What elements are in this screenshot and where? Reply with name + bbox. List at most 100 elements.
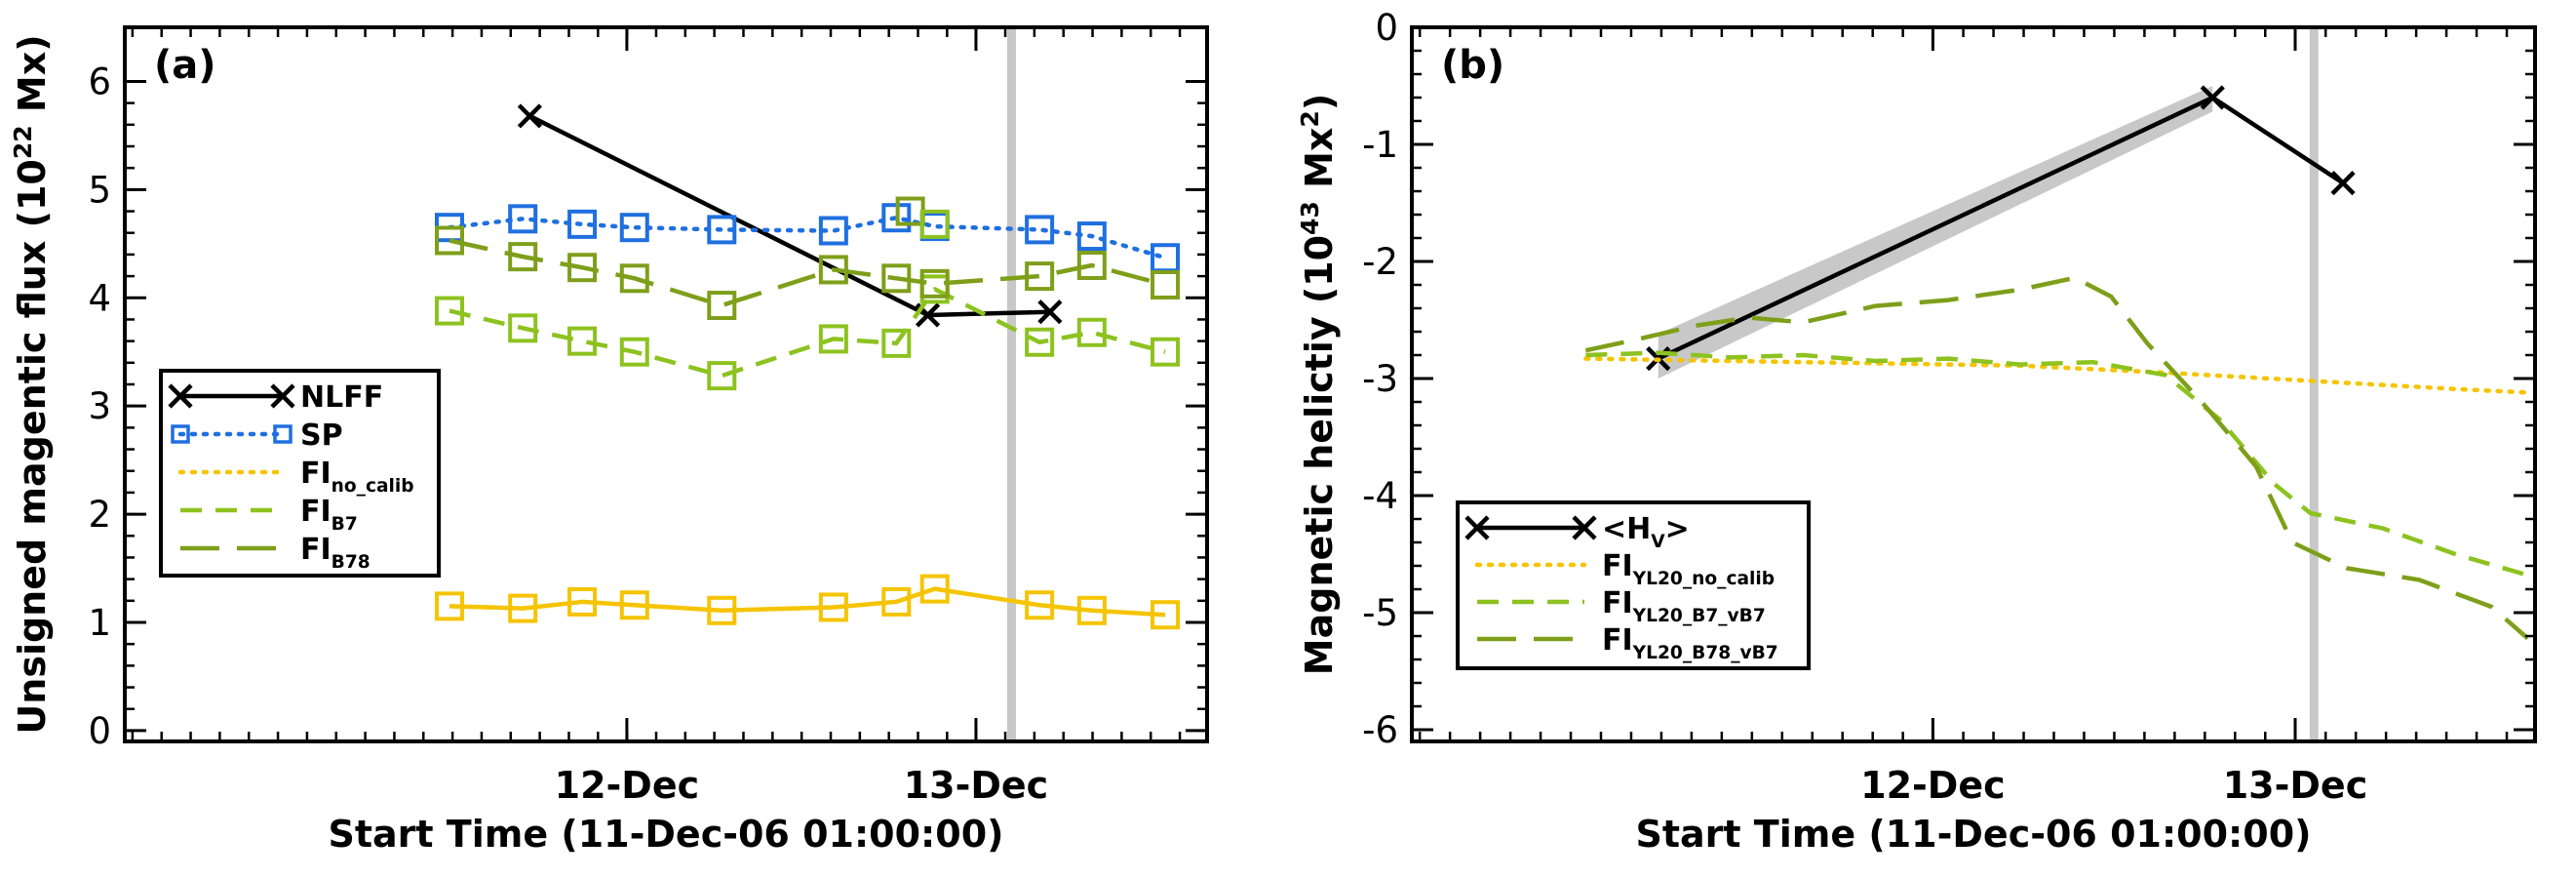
data-point [619,213,649,243]
data-point [619,337,649,367]
data-point [707,291,737,321]
series-fi-yl20-no-calib [1583,356,2530,395]
data-point [619,590,649,620]
data-point [919,574,950,604]
series-line [449,287,1166,379]
legend-label: FIB78 [300,533,371,573]
series-nlff [517,103,1063,328]
data-point [567,586,598,617]
data-point [435,296,464,326]
series-fi-yl20-b78-vb7 [1584,275,2530,641]
y-tick-label: 1 [88,602,111,644]
data-point [435,591,464,621]
data-point [517,103,542,129]
data-point [919,209,950,239]
panel-a: 0 1 2 3 4 5 6 12-Dec 13-Dec Start Time (11-Dec-06… [9,25,1209,856]
legend-entry: FIYL20_B78_vB7 [1477,623,1778,663]
data-point [818,216,848,246]
legend-entry: FIB78 [180,533,371,573]
legend-entry: FIYL20_B7_vB7 [1477,586,1766,626]
series-line [447,215,1168,260]
data-point [2330,171,2356,196]
y-tick-label: -2 [1362,241,1398,283]
data-point [1025,261,1055,292]
data-point [707,361,737,391]
legend-marker [270,383,295,409]
legend-label: SP [300,419,343,453]
series-line [449,586,1166,618]
legend-marker [171,424,190,444]
data-point [1151,337,1181,367]
data-point [881,263,912,294]
series-fi-b7 [435,274,1181,391]
y-tick-label: -1 [1362,124,1398,166]
data-point [508,204,538,234]
series-fi-no-calib [435,574,1181,630]
legend-marker [1464,515,1490,540]
series-line [1585,350,2529,578]
y-tick-label: -6 [1362,709,1398,751]
data-point [881,328,912,358]
uncertainty-band [1658,86,2213,379]
data-point [707,595,737,625]
legend: <HV>FIYL20_no_calibFIYL20_B7_vB7FIYL20_B… [1456,500,1811,670]
data-point [1151,600,1181,630]
legend-entry: SP [171,419,343,453]
data-point [567,209,598,239]
y-tick-label: 0 [88,710,111,752]
y-tick-label: -4 [1362,475,1398,517]
data-point [1025,327,1055,357]
y-tick-label: 3 [88,385,111,427]
y-axis-label: Magnetic helictiy (1043 Mx2) [1296,94,1341,675]
series-fi-yl20-b7-vb7 [1585,350,2529,578]
data-point [1076,221,1107,252]
data-point [508,242,538,272]
y-tick-label: 5 [88,169,111,211]
series-line [1583,356,2530,395]
data-point [818,592,848,622]
data-point [619,263,649,294]
legend-marker [1572,515,1597,540]
legend-entry: <HV> [1464,512,1690,552]
series-fi-b78 [435,225,1181,321]
legend-marker [168,383,193,409]
data-point [818,255,848,285]
y-tick-label: -5 [1362,592,1398,634]
data-point [508,593,538,623]
legend-label: FIYL20_B7_vB7 [1602,586,1766,626]
legend-entry: FIB7 [180,495,358,535]
legend-label: FIB7 [300,495,358,535]
y-tick-label: 6 [88,60,111,102]
data-point [1037,299,1063,325]
legend-label: <HV> [1602,512,1690,552]
series-sp [435,203,1181,273]
legend-label: FIYL20_no_calib [1602,549,1775,589]
legend-label: FIno_calib [300,457,414,497]
y-tick-label: 4 [88,277,111,319]
x-axis-label: Start Time (11-Dec-06 01:00:00) [1636,813,2312,856]
data-point [1025,590,1055,620]
data-point [508,313,538,343]
panel-label: (b) [1441,43,1504,88]
panel-label: (a) [154,43,216,88]
legend-label: FIYL20_B78_vB7 [1602,623,1778,663]
data-point [1076,317,1107,347]
y-tick-label: 2 [88,494,111,536]
plot-frame [1410,25,2537,743]
data-point [1151,269,1181,299]
data-point [818,324,848,354]
series-line [449,238,1166,308]
data-point [1151,243,1181,273]
x-tick-label: 13-Dec [2223,764,2368,807]
x-tick-label: 12-Dec [1860,764,2006,807]
legend-label: NLFF [300,380,383,415]
x-tick-label: 13-Dec [904,764,1049,807]
series-line [1584,275,2530,641]
legend-entry: NLFF [168,380,383,415]
y-tick-label: 0 [1375,7,1398,49]
y-axis-label: Unsigned magentic flux (1022 Mx) [9,34,54,734]
data-point [707,215,737,245]
x-tick-label: 12-Dec [555,764,700,807]
